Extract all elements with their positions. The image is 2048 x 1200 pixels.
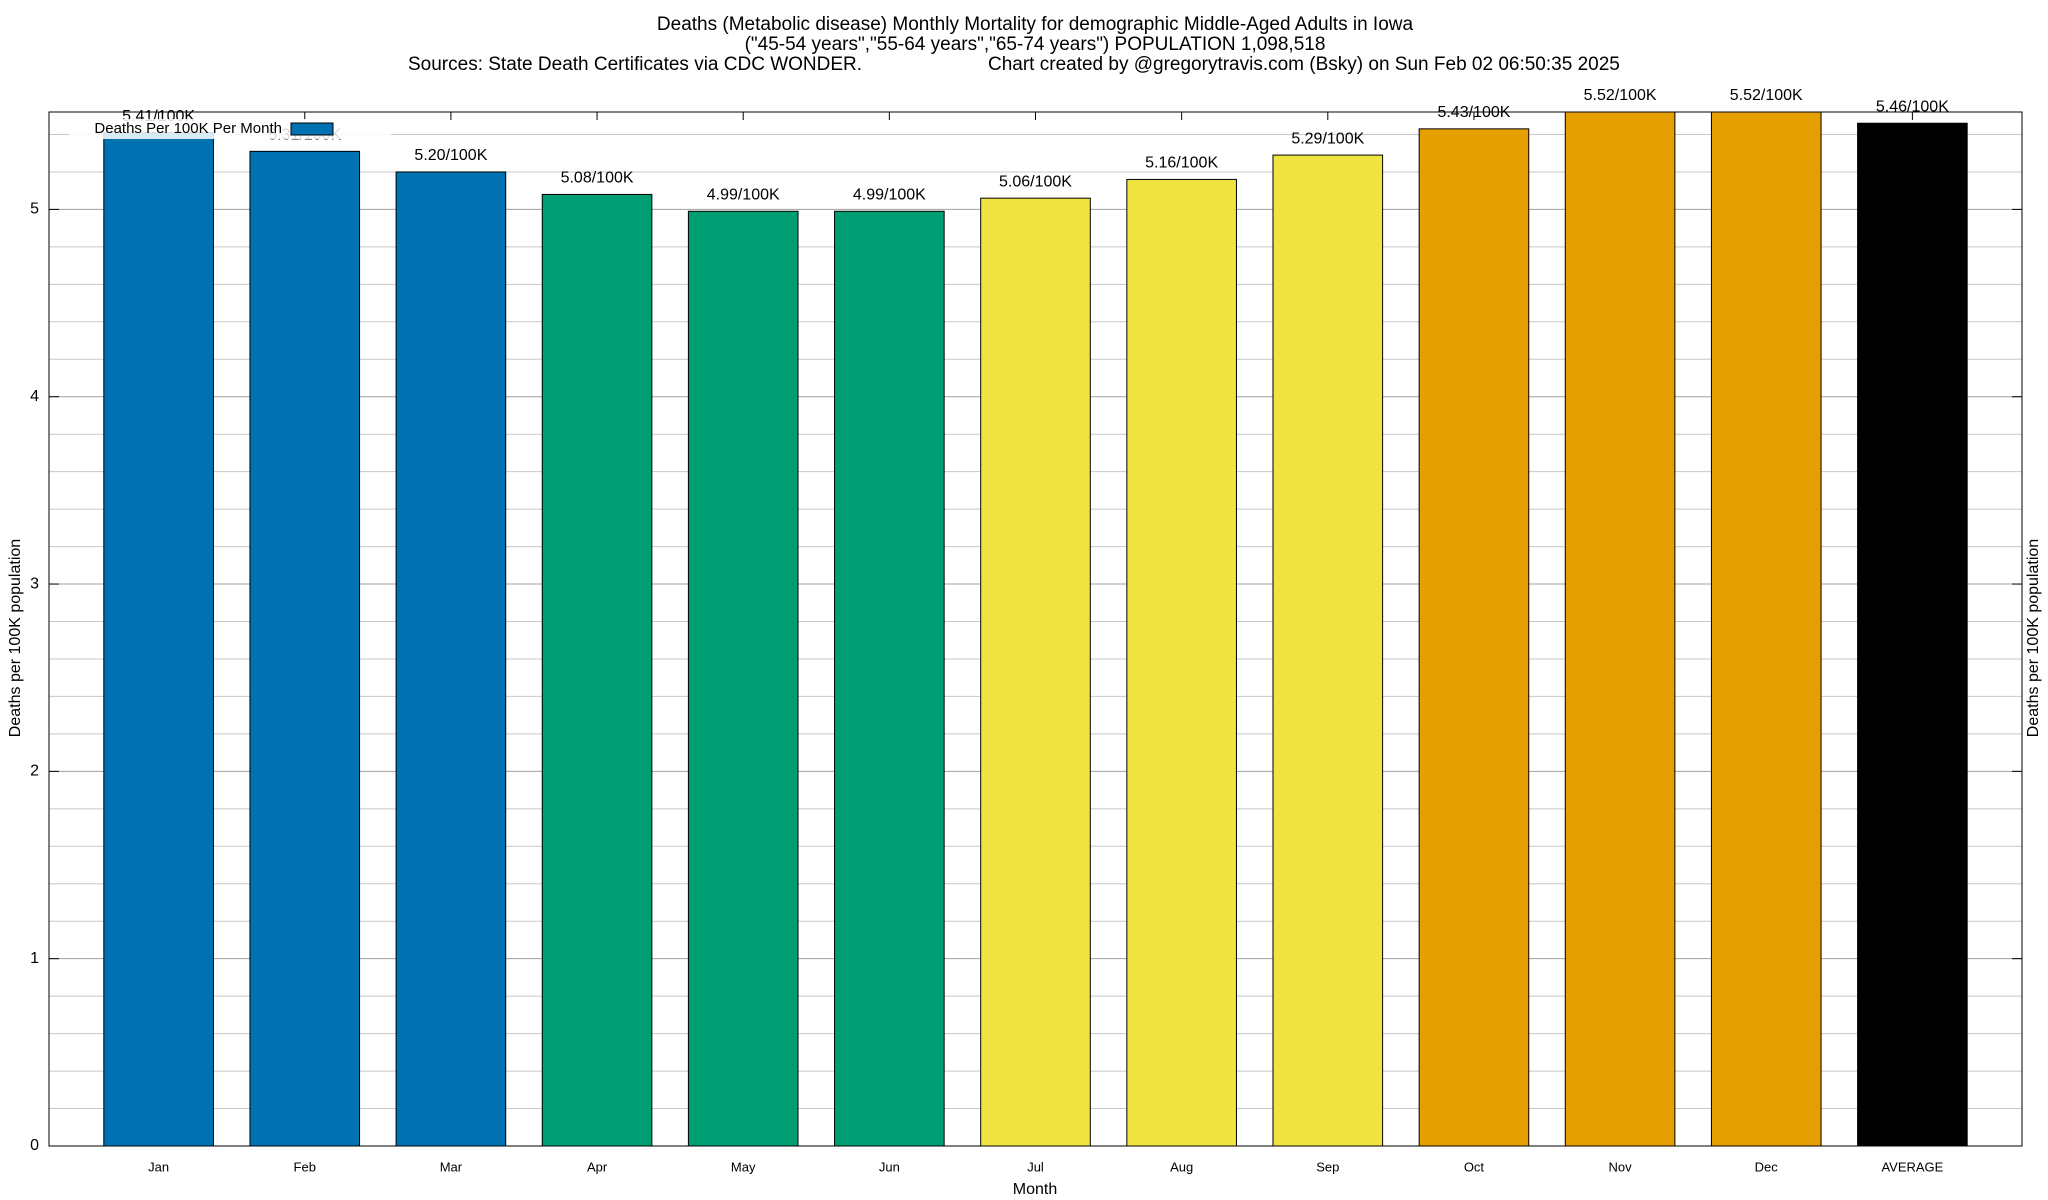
chart-title: Deaths (Metabolic disease) Monthly Morta… (657, 14, 1414, 35)
x-tick-label: Feb (294, 1159, 316, 1174)
y2-axis-label: Deaths per 100K population (2025, 539, 2042, 737)
bar (1710, 111, 1822, 1147)
x-tick-label: Sep (1316, 1159, 1339, 1174)
credit: Chart created by @gregorytravis.com (Bsk… (988, 54, 1620, 75)
x-tick-label: Oct (1464, 1159, 1485, 1174)
bar (1272, 154, 1384, 1147)
value-label: 4.99/100K (853, 186, 926, 203)
y-axis-label: Deaths per 100K population (7, 539, 24, 737)
x-tick-label: Nov (1609, 1159, 1633, 1174)
bar (395, 171, 507, 1147)
value-label: 5.52/100K (1584, 87, 1657, 104)
value-label: 5.29/100K (1291, 130, 1364, 147)
bar (249, 150, 361, 1147)
bar (980, 197, 1091, 1147)
x-tick-label: Dec (1755, 1159, 1779, 1174)
bar (1126, 178, 1237, 1147)
value-label: 4.99/100K (707, 186, 780, 203)
bar (1857, 122, 1968, 1147)
value-label: 5.16/100K (1145, 155, 1218, 172)
bar (1418, 128, 1530, 1147)
x-tick-label: May (731, 1159, 756, 1174)
bar (687, 210, 799, 1147)
bar (541, 193, 653, 1147)
y-tick-label: 1 (30, 950, 39, 967)
y-tick-label: 2 (30, 763, 39, 780)
x-axis-label: Month (1013, 1181, 1057, 1198)
legend-swatch (290, 122, 334, 136)
x-tick-label: Jul (1027, 1159, 1044, 1174)
y-tick-label: 5 (30, 201, 39, 218)
x-tick-label: Aug (1170, 1159, 1193, 1174)
x-tick-label: AVERAGE (1881, 1159, 1943, 1174)
chart-subtitle: ("45-54 years","55-64 years","65-74 year… (745, 34, 1326, 55)
value-label: 5.43/100K (1437, 104, 1510, 121)
value-label: 5.52/100K (1730, 87, 1803, 104)
value-label: 5.46/100K (1876, 98, 1949, 115)
x-tick-label: Jun (879, 1159, 900, 1174)
sources: Sources: State Death Certificates via CD… (408, 54, 862, 75)
bar (103, 132, 214, 1147)
y-tick-label: 3 (30, 575, 39, 592)
bar (1564, 111, 1676, 1147)
value-label: 5.20/100K (414, 147, 487, 164)
plot-frame (48, 111, 2023, 1147)
x-tick-label: Mar (440, 1159, 463, 1174)
x-tick-label: Apr (587, 1159, 608, 1174)
x-tick-label: Jan (148, 1159, 169, 1174)
value-label: 5.08/100K (561, 170, 634, 187)
y-tick-label: 4 (30, 388, 39, 405)
legend-label: Deaths Per 100K Per Month (94, 120, 282, 137)
value-label: 5.06/100K (999, 173, 1072, 190)
bar (834, 210, 945, 1147)
y-tick-label: 0 (30, 1137, 39, 1154)
